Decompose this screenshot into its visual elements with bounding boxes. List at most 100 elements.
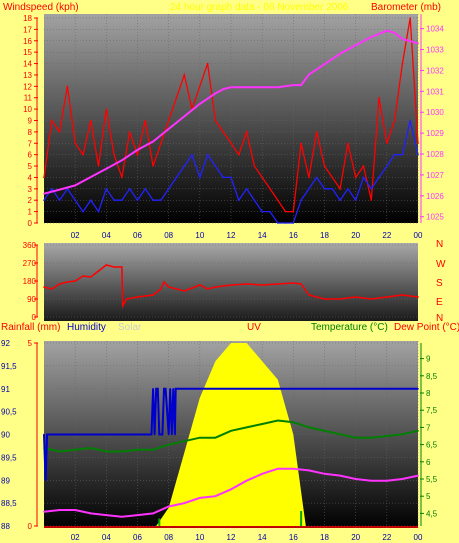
data-point	[253, 165, 256, 167]
y2-tick-label: 7	[426, 423, 431, 432]
data-point	[370, 199, 373, 202]
data-point	[206, 153, 209, 156]
data-point	[167, 128, 170, 130]
temperature-axis-title: Temperature (°C)	[311, 322, 388, 333]
x-tick-label: 12	[227, 533, 236, 542]
data-point	[417, 387, 419, 390]
data-point	[245, 86, 248, 88]
y-tick-label: 89	[1, 476, 10, 485]
data-point	[214, 436, 217, 439]
data-point	[339, 199, 341, 202]
data-point	[276, 419, 279, 422]
data-point	[169, 387, 172, 390]
data-point	[409, 40, 412, 42]
x-tick-label: 00	[414, 231, 423, 240]
solar-axis-title: Solar	[118, 322, 142, 333]
data-point	[105, 167, 108, 170]
x-tick-label: 06	[133, 231, 142, 240]
data-point	[354, 199, 357, 202]
data-point	[128, 131, 131, 133]
y-tick-label: 1	[28, 208, 33, 217]
y-tick-label: 15	[23, 48, 32, 57]
x-tick-label: 02	[71, 533, 80, 542]
data-point	[323, 63, 326, 65]
data-point	[43, 192, 45, 195]
data-point	[214, 119, 217, 122]
data-point	[308, 469, 310, 472]
y2-tick-label: 1025	[426, 213, 444, 222]
data-point	[409, 17, 412, 19]
y-tick-label: 360	[23, 241, 37, 250]
data-point	[47, 433, 50, 436]
data-point	[230, 430, 232, 432]
data-point	[199, 85, 201, 88]
data-point	[354, 296, 357, 298]
y-tick-label: 6	[28, 151, 33, 160]
data-point	[245, 131, 248, 133]
data-point	[74, 142, 76, 145]
data-point	[339, 433, 341, 436]
data-point	[183, 290, 186, 292]
data-point	[308, 176, 310, 179]
data-point	[331, 176, 334, 179]
y2-tick-label: 6,5	[426, 441, 438, 450]
data-point	[261, 176, 263, 179]
data-point	[136, 199, 139, 202]
data-point	[393, 32, 396, 34]
data-point	[386, 435, 388, 437]
data-point	[167, 505, 170, 508]
data-point	[378, 176, 380, 179]
data-point	[97, 165, 100, 167]
graph-title: 24 hour graph data - 06 November 2006	[170, 2, 349, 13]
data-point	[308, 73, 310, 76]
y-tick-label: 13	[23, 71, 32, 80]
data-point	[152, 448, 154, 451]
data-point	[152, 199, 154, 202]
data-point	[136, 153, 139, 156]
data-point	[155, 387, 157, 390]
data-point	[370, 188, 373, 190]
data-point	[386, 29, 388, 32]
x-tick-label: 08	[164, 533, 173, 542]
data-point	[339, 298, 341, 300]
data-point	[97, 270, 100, 272]
data-point	[409, 119, 412, 122]
data-point	[261, 473, 263, 475]
y-tick-label: 8	[28, 128, 33, 137]
data-point	[44, 479, 47, 482]
y-tick-label: 7	[28, 139, 33, 148]
y-tick-label: 270	[23, 259, 37, 268]
y2-tick-label: 8,5	[426, 372, 438, 381]
data-point	[153, 433, 156, 436]
y-tick-label: 12	[23, 82, 32, 91]
x-tick-label: 12	[227, 231, 236, 240]
data-point	[245, 426, 248, 429]
data-point	[183, 74, 186, 76]
data-point	[323, 188, 326, 190]
y2-tick-label: 1028	[426, 150, 444, 159]
data-point	[50, 188, 53, 190]
data-point	[125, 298, 128, 300]
data-point	[46, 433, 48, 436]
compass-label: E	[436, 297, 443, 308]
data-point	[300, 142, 302, 145]
data-point	[160, 199, 162, 202]
data-point	[362, 165, 365, 167]
data-point	[386, 479, 388, 482]
data-point	[74, 509, 76, 511]
data-point	[276, 222, 279, 224]
data-point	[89, 176, 92, 178]
data-point	[284, 210, 287, 213]
y-tick-label: 18	[23, 14, 32, 23]
data-point	[128, 188, 131, 190]
panel-wind-barometer: 0123456789101112131415161718102510261027…	[23, 14, 444, 240]
data-point	[386, 165, 388, 167]
data-point	[199, 176, 201, 179]
data-point	[152, 165, 154, 167]
data-point	[292, 84, 295, 86]
compass-label: N	[436, 313, 443, 324]
data-point	[160, 142, 162, 145]
data-point	[354, 478, 357, 480]
y2-tick-label: 5	[426, 492, 431, 501]
